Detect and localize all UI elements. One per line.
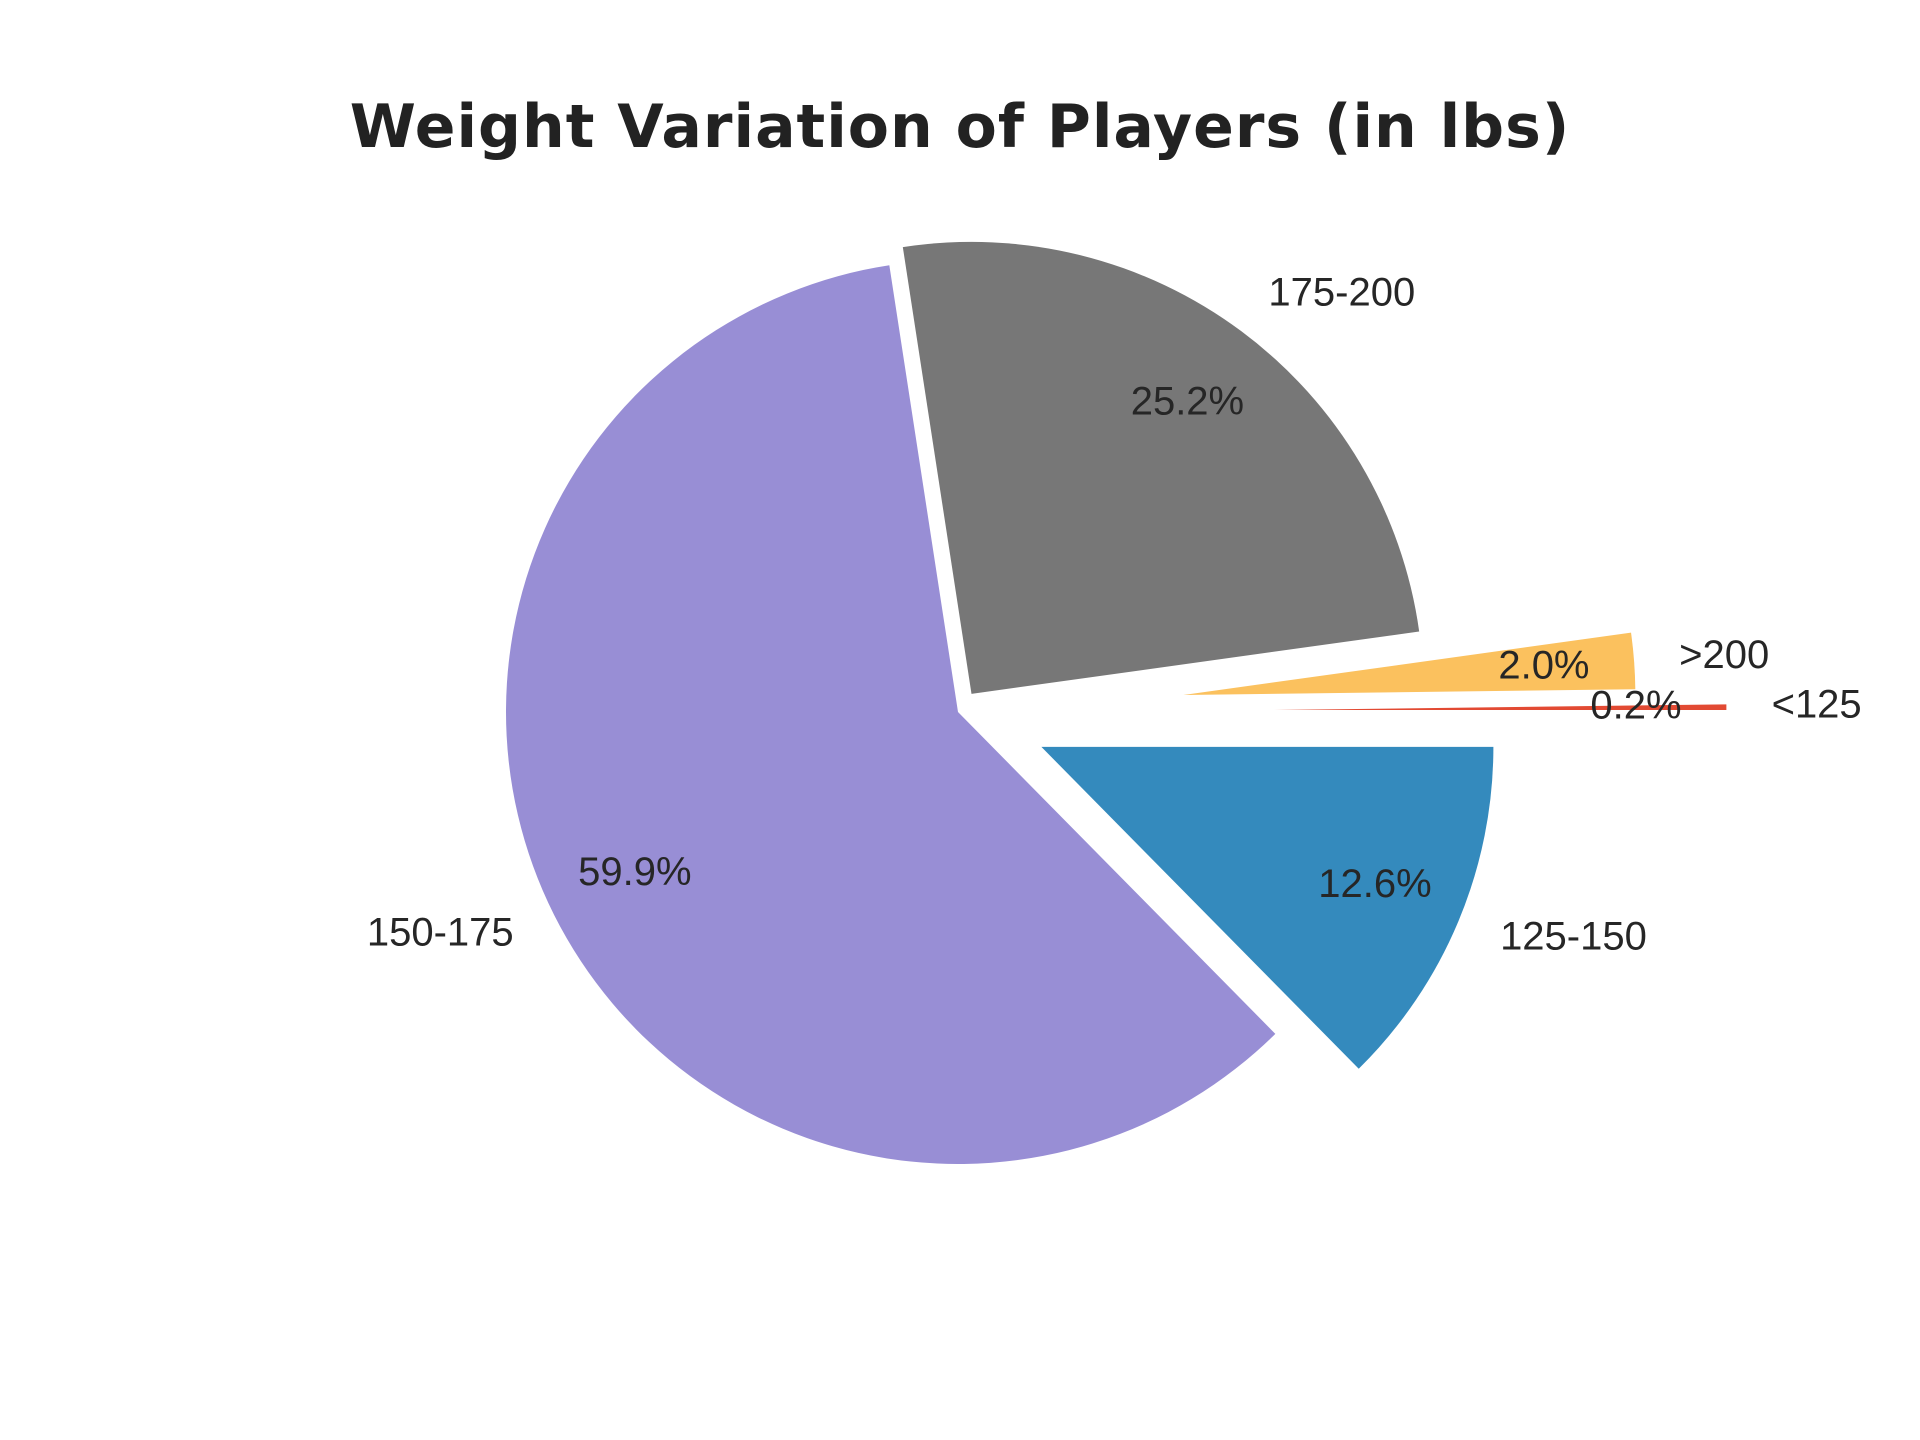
slice-percent-label: 2.0% [1498, 643, 1589, 687]
slice-label: >200 [1679, 633, 1769, 677]
slice-percent-label: 0.2% [1590, 683, 1681, 727]
pie-slice-175-200 [902, 241, 1420, 694]
slice-percent-label: 59.9% [578, 850, 691, 894]
slice-percent-label: 25.2% [1131, 379, 1244, 423]
slice-label: 125-150 [1500, 914, 1647, 958]
slice-label: 175-200 [1268, 271, 1415, 315]
slice-label: <125 [1772, 682, 1862, 726]
slice-percent-label: 12.6% [1318, 862, 1431, 906]
pie-slice-125-150 [1041, 746, 1494, 1069]
pie-slice-200 [1183, 632, 1636, 695]
slice-label: 150-175 [367, 911, 514, 955]
pie-slice-125 [1274, 704, 1727, 711]
pie-slice-150-175 [505, 265, 1276, 1165]
chart-title: Weight Variation of Players (in lbs) [349, 92, 1571, 162]
